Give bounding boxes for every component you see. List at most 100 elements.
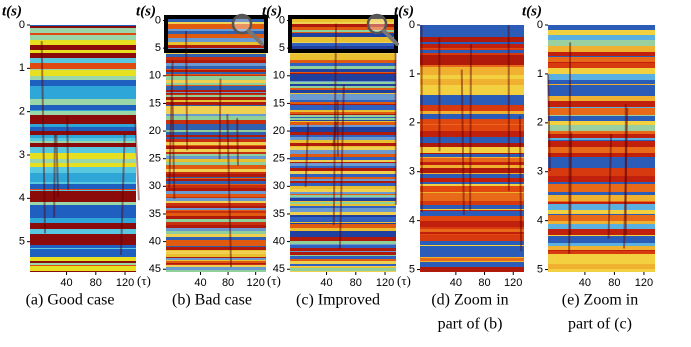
heatmap-band [166, 222, 266, 225]
heatmap-band [166, 66, 266, 69]
heatmap-band [166, 38, 266, 40]
x-tick-label: 40 [60, 277, 72, 289]
heatmap-band [290, 244, 396, 245]
heatmap-band [290, 153, 396, 154]
heatmap-streak [623, 107, 629, 249]
heatmap-band [30, 28, 136, 33]
heatmap-band [420, 111, 524, 114]
magnifier-handle [247, 29, 264, 46]
heatmap-band [166, 42, 266, 45]
heatmap-band [30, 111, 136, 115]
heatmap-band [420, 49, 524, 50]
heatmap-band [290, 201, 396, 202]
heatmap-band [420, 153, 524, 154]
heatmap-band [548, 215, 655, 221]
heatmap-band [30, 95, 136, 96]
heatmap-band [30, 254, 136, 255]
heatmap-band [166, 263, 266, 264]
heatmap-band [290, 198, 396, 201]
heatmap-band [420, 198, 524, 201]
heatmap-band [420, 88, 524, 93]
y-tick-label: 45 [149, 263, 161, 275]
heatmap-band [420, 227, 524, 229]
heatmap-band [290, 231, 396, 233]
heatmap-band [166, 213, 266, 216]
heatmap-band [548, 168, 655, 171]
y-tick-label: 2 [537, 117, 543, 129]
heatmap-band [548, 96, 655, 101]
heatmap-band [290, 40, 396, 42]
heatmap-band [166, 247, 266, 250]
heatmap-band [290, 110, 396, 112]
y-tick-label: 35 [273, 208, 285, 220]
y-tick-label: 1 [537, 68, 543, 80]
heatmap-band [30, 263, 136, 265]
heatmap-band [548, 176, 655, 182]
heatmap-band [290, 233, 396, 234]
caption: (b) Bad case [172, 292, 252, 309]
heatmap-band [30, 50, 136, 53]
heatmap-band [30, 225, 136, 229]
heatmap-streak [40, 41, 47, 234]
heatmap-band [30, 189, 136, 190]
heatmap-band [166, 29, 266, 31]
heatmap-band [290, 82, 396, 84]
heatmap-band [548, 108, 655, 114]
heatmap-band [166, 22, 266, 24]
heatmap-band [290, 69, 396, 72]
heatmap-band [420, 42, 524, 44]
x-tick-label: 120 [635, 277, 653, 289]
y-tick-label: 25 [273, 153, 285, 165]
y-tick-label: 40 [273, 236, 285, 248]
heatmap-band [548, 107, 655, 108]
heatmap-band [166, 102, 266, 103]
heatmap-band [166, 74, 266, 75]
zoom-box [288, 15, 398, 53]
heatmap-band [166, 237, 266, 240]
heatmap-band [290, 114, 396, 115]
heatmap-band [30, 182, 136, 184]
heatmap-band [548, 131, 655, 134]
heatmap-band [548, 57, 655, 62]
heatmap-band [290, 197, 396, 198]
y-tick-label: 0 [537, 19, 543, 31]
heatmap-band [166, 198, 266, 201]
heatmap-band [166, 76, 266, 77]
y-tick-label: 0 [155, 14, 161, 26]
heatmap-streak [518, 115, 523, 252]
heatmap-band [290, 135, 396, 137]
heatmap-band [290, 102, 396, 104]
heatmap-band [166, 265, 266, 267]
heatmap-streak [236, 118, 239, 166]
heatmap-band [30, 25, 136, 26]
heatmap-band [290, 60, 396, 63]
heatmap-band [290, 72, 396, 73]
heatmap-band [290, 271, 396, 272]
x-tick-label: 80 [90, 277, 102, 289]
heatmap-band [420, 44, 524, 47]
heatmap-band [548, 116, 655, 121]
heatmap-band [420, 60, 524, 65]
heatmap-band [290, 267, 396, 268]
y-tick-label: 4 [537, 215, 543, 227]
x-tick-label: 120 [246, 277, 264, 289]
heatmap-band [548, 134, 655, 138]
heatmap-band [166, 103, 266, 105]
heatmap-band [548, 182, 655, 184]
heatmap-band [166, 174, 266, 177]
heatmap-band [166, 258, 266, 260]
heatmap-band [30, 205, 136, 206]
heatmap-band [290, 37, 396, 40]
heatmap-band [30, 212, 136, 218]
y-tick-label: 3 [537, 166, 543, 178]
heatmap-band [290, 195, 396, 197]
y-tick-label: 0 [279, 14, 285, 26]
heatmap-band [290, 266, 396, 267]
heatmap-band [420, 221, 524, 227]
heatmap-band [420, 192, 524, 193]
heatmap-streak [134, 119, 140, 201]
heatmap-band [290, 192, 396, 194]
heatmap-band [420, 267, 524, 272]
heatmap-band [290, 163, 396, 166]
heatmap-band [166, 93, 266, 94]
